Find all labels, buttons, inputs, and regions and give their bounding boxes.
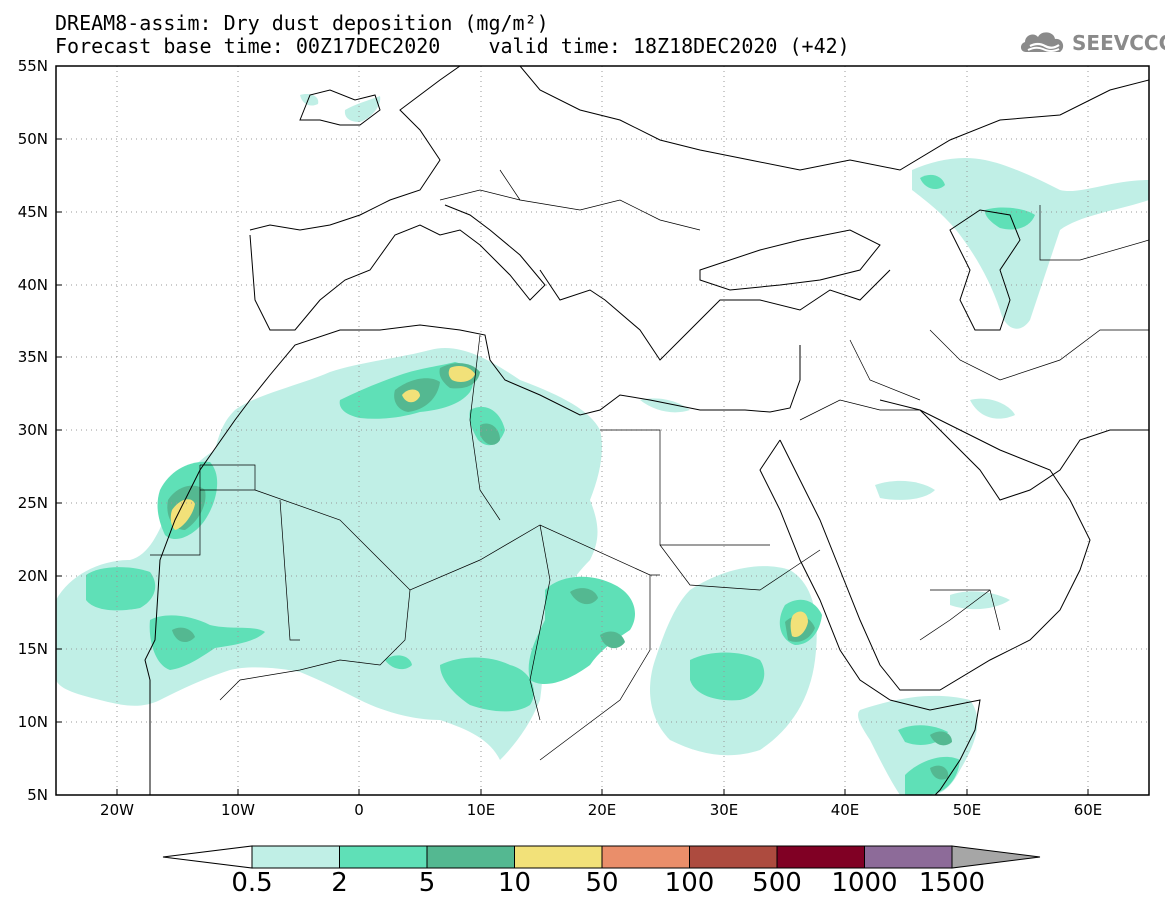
lon-label: 60E: [1073, 801, 1103, 819]
borders: [150, 169, 1149, 761]
colorbar-label: 0.5: [231, 868, 273, 898]
lat-label: 45N: [17, 203, 48, 221]
lat-label: 50N: [17, 130, 48, 148]
lat-label: 35N: [17, 348, 48, 366]
lon-label: 50E: [952, 801, 982, 819]
cloud-icon: [1020, 32, 1064, 52]
lat-label: 15N: [17, 640, 48, 658]
dust-shading-level-1: [56, 94, 1149, 795]
colorbar-label: 1000: [831, 868, 898, 898]
lat-label: 55N: [17, 57, 48, 75]
graticule: [56, 66, 1149, 795]
colorbar-label: 2: [331, 868, 348, 898]
colorbar-label: 500: [752, 868, 802, 898]
lon-label: 0: [354, 801, 364, 819]
lon-label: 10W: [221, 801, 255, 819]
coastlines: [144, 66, 1149, 795]
colorbar-label: 5: [418, 868, 436, 898]
lon-label: 10E: [466, 801, 496, 819]
axis-ticks: [56, 65, 1089, 795]
colorbar-label: 10: [497, 868, 532, 898]
map-subtitle: Forecast base time: 00Z17DEC2020 valid t…: [55, 34, 850, 58]
lat-label: 30N: [17, 421, 48, 439]
lat-label: 20N: [17, 567, 48, 585]
colorbar-label: 100: [664, 868, 715, 898]
dust-shading-level-4: [170, 366, 808, 638]
lon-label: 40E: [830, 801, 860, 819]
logo-text: SEEVCCC: [1072, 31, 1165, 55]
seevccc-logo: SEEVCCC: [1018, 28, 1165, 58]
colorbar-label: 50: [585, 868, 619, 898]
lat-label: 25N: [17, 494, 48, 512]
lat-label: 10N: [17, 713, 48, 731]
map-title: DREAM8-assim: Dry dust deposition (mg/m²…: [55, 11, 549, 35]
lat-label: 5N: [27, 786, 48, 804]
lon-label: 20W: [100, 801, 134, 819]
lat-label: 40N: [17, 276, 48, 294]
lon-label: 30E: [709, 801, 739, 819]
lon-label: 20E: [587, 801, 617, 819]
colorbar-label: 1500: [918, 868, 986, 898]
